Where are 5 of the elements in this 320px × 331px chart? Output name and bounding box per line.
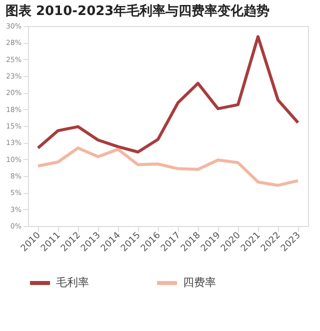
chart-title: 图表 2010-2023年毛利率与四费率变化趋势 <box>5 3 270 19</box>
line-series <box>36 35 300 154</box>
legend-label: 四费率 <box>183 276 216 289</box>
legend-label: 毛利率 <box>56 276 89 289</box>
line-series <box>36 146 300 187</box>
